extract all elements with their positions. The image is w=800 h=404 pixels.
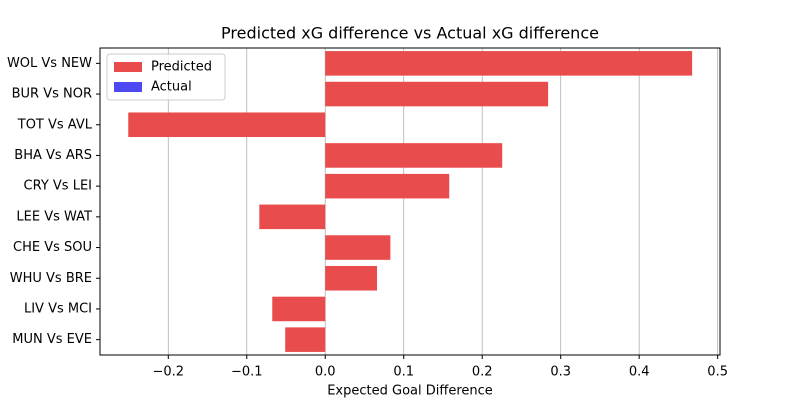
y-tick-label: BHA Vs ARS xyxy=(14,148,92,163)
x-tick-label: 0.0 xyxy=(315,365,336,380)
x-tick-label: −0.1 xyxy=(231,365,263,380)
x-axis-label: Expected Goal Difference xyxy=(327,384,493,399)
bar xyxy=(325,81,549,107)
legend-label: Predicted xyxy=(151,60,212,75)
bar xyxy=(259,204,326,230)
bar xyxy=(272,296,326,322)
bar xyxy=(325,173,450,199)
y-tick-label: TOT Vs AVL xyxy=(17,117,93,132)
x-tick-label: 0.3 xyxy=(550,365,571,380)
legend-swatch xyxy=(114,62,142,72)
x-tick-label: 0.1 xyxy=(393,365,414,380)
y-tick-label: CRY Vs LEI xyxy=(24,179,92,194)
plot-frame xyxy=(99,47,721,356)
x-tick-label: 0.4 xyxy=(629,365,650,380)
y-tick-label: MUN Vs EVE xyxy=(12,332,92,347)
bar xyxy=(128,112,326,138)
x-tick-label: −0.2 xyxy=(152,365,184,380)
bar xyxy=(325,265,378,291)
x-tick-label: 0.2 xyxy=(472,365,493,380)
legend-swatch xyxy=(114,82,142,92)
y-tick-label: CHE Vs SOU xyxy=(13,240,92,255)
y-tick-label: BUR Vs NOR xyxy=(12,87,92,102)
y-tick-label: LIV Vs MCI xyxy=(24,301,92,316)
y-tick-label: WHU Vs BRE xyxy=(10,271,92,286)
y-tick-label: WOL Vs NEW xyxy=(7,56,92,71)
x-tick-label: 0.5 xyxy=(707,365,728,380)
legend-label: Actual xyxy=(151,80,192,95)
chart-title: Predicted xG difference vs Actual xG dif… xyxy=(221,24,599,43)
y-tick-label: LEE Vs WAT xyxy=(16,209,92,224)
bar xyxy=(285,327,326,352)
bar xyxy=(325,51,693,76)
bar xyxy=(325,235,391,260)
bar xyxy=(325,143,503,168)
